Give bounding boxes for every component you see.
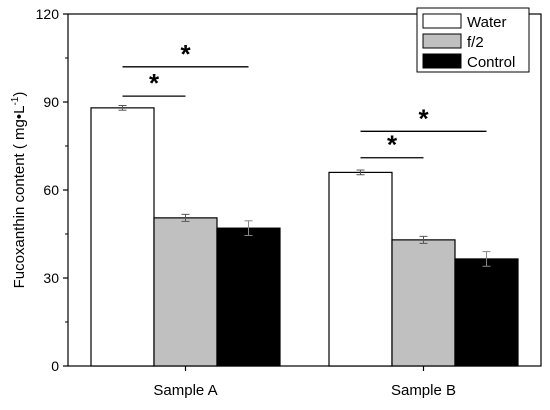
bar-water	[90, 107, 155, 367]
bar-control	[216, 227, 281, 367]
legend-label: Control	[467, 54, 515, 71]
significance-star: *	[387, 130, 398, 160]
legend-swatch	[422, 53, 462, 69]
bar-f-2	[391, 239, 456, 367]
significance-star: *	[149, 68, 160, 98]
legend-swatch	[422, 13, 462, 29]
y-axis-label-superscript: -1	[10, 96, 21, 105]
y-tick-label: 120	[36, 6, 60, 22]
legend-swatch	[422, 33, 462, 49]
x-tick-label: Sample A	[153, 382, 217, 399]
legend-label: Water	[467, 14, 506, 31]
y-axis-label: Fucoxanthin content ( mg•L-1)	[10, 92, 28, 289]
y-axis-label-close: )	[11, 92, 28, 97]
bar-control	[454, 258, 519, 367]
plot-area: 0 30 60 90 120 Sample A Sample B * * * * Water f/2 Co…	[36, 6, 542, 399]
y-tick-label: 0	[51, 358, 59, 374]
y-axis-label-main: Fucoxanthin content ( mg•L	[11, 106, 28, 289]
y-tick-label: 30	[43, 270, 59, 286]
x-tick-label: Sample B	[391, 382, 456, 399]
y-tick-label: 60	[43, 182, 59, 198]
y-tick-label: 90	[43, 94, 59, 110]
bar-water	[328, 171, 393, 367]
significance-star: *	[418, 103, 429, 133]
bar-f-2	[153, 217, 218, 367]
significance-star: *	[180, 39, 191, 69]
legend-label: f/2	[467, 34, 484, 51]
